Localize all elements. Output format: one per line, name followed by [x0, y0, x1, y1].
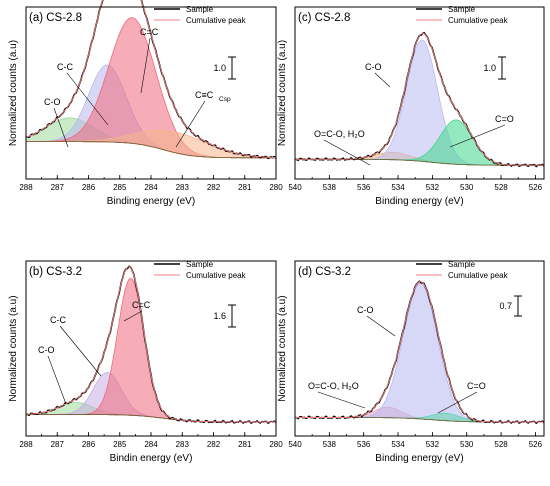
x-tick-label-b: 283 — [176, 440, 190, 449]
scale-bar-label-a: 1.0 — [213, 63, 226, 73]
annotation-pointer — [437, 391, 478, 414]
x-tick-label-c: 534 — [391, 183, 405, 192]
annotation-a-3: C≡C — [195, 90, 214, 100]
annotation-pointer — [317, 391, 366, 409]
annotation-pointer — [66, 72, 109, 126]
annotation-pointer — [323, 139, 371, 166]
cumulative-line-a — [25, 0, 276, 158]
x-tick-label-c: 536 — [357, 183, 371, 192]
x-tick-label-a: 284 — [144, 183, 158, 192]
annotation-a-0: C-O — [44, 97, 61, 107]
peak-b-2 — [26, 277, 276, 423]
legend-cumulative-label: Cumulative peak — [448, 271, 509, 280]
scale-bar-label-b: 1.6 — [213, 311, 226, 321]
x-tick-label-d: 528 — [494, 440, 508, 449]
x-tick-label-d: 536 — [357, 440, 371, 449]
x-tick-label-b: 284 — [144, 440, 158, 449]
annotation-pointer — [123, 310, 143, 322]
x-tick-label-a: 287 — [51, 183, 65, 192]
annotation-c-0: C-O — [365, 62, 382, 72]
background-line-a — [26, 141, 276, 159]
x-tick-label-c: 526 — [529, 183, 543, 192]
x-axis-label-b: Bindin energy (eV) — [110, 453, 193, 464]
x-tick-label-c: 530 — [460, 183, 474, 192]
x-tick-label-d: 540 — [288, 440, 302, 449]
legend-cumulative-label: Cumulative peak — [448, 16, 509, 25]
cumulative-line-c — [295, 32, 544, 166]
x-tick-label-c: 528 — [494, 183, 508, 192]
x-tick-label-b: 287 — [51, 440, 65, 449]
x-tick-label-b: 288 — [19, 440, 33, 449]
annotation-b-1: C-C — [50, 315, 66, 325]
scale-bar-label-c: 1.0 — [483, 63, 496, 73]
x-tick-label-a: 286 — [82, 183, 96, 192]
x-tick-label-a: 281 — [238, 183, 252, 192]
x-tick-label-c: 538 — [323, 183, 337, 192]
annotation-a-1: C-C — [57, 62, 73, 72]
annotation-pointer — [47, 355, 67, 405]
x-tick-label-c: 532 — [426, 183, 440, 192]
panel-title-d: (d) CS-3.2 — [298, 266, 351, 278]
x-tick-label-b: 280 — [269, 440, 283, 449]
panel-a: 288 287 286 285 284 283 282 281 280 Binding energ… — [8, 0, 283, 207]
annotation-d-0: C-O — [357, 305, 374, 315]
annotation-c-1: O=C-O, H₂O — [314, 129, 365, 139]
y-axis-label-c: Normalized counts (a.u) — [277, 40, 288, 146]
x-tick-label-b: 281 — [238, 440, 252, 449]
cumulative-line-b — [25, 265, 276, 423]
annotation-d-2: C=O — [467, 381, 486, 391]
annotation-c-2: C=O — [495, 114, 514, 124]
panel-c: 540 538 536 534 532 530 528 526 Binding energy (… — [277, 5, 545, 207]
annotation-b-0: C-O — [38, 345, 55, 355]
annotation-pointer — [59, 325, 102, 377]
x-tick-label-d: 532 — [426, 440, 440, 449]
annotation-pointer — [374, 72, 391, 88]
legend-cumulative-label: Cumulative peak — [186, 16, 247, 25]
legend-sample-label: Sample — [186, 260, 214, 269]
x-tick-label-a: 280 — [269, 183, 283, 192]
panel-b: 288 287 286 285 284 283 282 281 280 Bindin energy… — [8, 260, 283, 464]
legend-cumulative-label: Cumulative peak — [186, 271, 247, 280]
annotation-d-1: O=C-O, H₂O — [308, 381, 359, 391]
annotation-b-2: C=C — [132, 300, 151, 310]
panel-title-a: (a) CS-2.8 — [29, 12, 82, 24]
x-axis-label-a: Binding energy (eV) — [107, 196, 195, 207]
x-tick-label-a: 282 — [207, 183, 221, 192]
plot-frame-d — [294, 260, 545, 437]
annotation-pointer — [175, 100, 206, 148]
legend-sample-label: Sample — [448, 260, 476, 269]
peak-c-1 — [295, 39, 544, 166]
legend-sample-label: Sample — [186, 5, 214, 14]
annotation-pointer — [366, 315, 396, 337]
annotation-pointer — [449, 124, 506, 148]
legend-sample-label: Sample — [448, 5, 476, 14]
x-tick-label-d: 538 — [323, 440, 337, 449]
annotation-pointer — [140, 37, 151, 94]
x-tick-label-d: 534 — [391, 440, 405, 449]
x-tick-label-b: 282 — [207, 440, 221, 449]
x-tick-label-a: 288 — [19, 183, 33, 192]
x-tick-label-b: 286 — [82, 440, 96, 449]
scale-bar-label-d: 0.7 — [499, 301, 512, 311]
x-axis-label-c: Binding energy (eV) — [375, 196, 463, 207]
x-tick-label-d: 530 — [460, 440, 474, 449]
x-tick-label-b: 285 — [113, 440, 127, 449]
x-tick-label-c: 540 — [288, 183, 302, 192]
annotation-subscript: Csp — [219, 96, 231, 103]
y-axis-label-b: Normalized counts (a.u) — [8, 295, 19, 401]
y-axis-label-d: Normalized counts (a.u) — [277, 295, 288, 401]
x-axis-label-d: Binding energy (eV) — [375, 453, 463, 464]
panel-title-c: (c) CS-2.8 — [298, 12, 350, 24]
annotation-a-2: C=C — [140, 27, 159, 37]
panel-d: 540 538 536 534 532 530 528 526 Binding energy (… — [277, 260, 545, 464]
y-axis-label-a: Normalized counts (a.u) — [8, 40, 19, 146]
annotation-pointer — [53, 107, 69, 148]
panel-title-b: (b) CS-3.2 — [29, 266, 82, 278]
cumulative-line-d — [295, 281, 544, 423]
plot-frame-c — [294, 6, 545, 180]
x-tick-label-d: 526 — [529, 440, 543, 449]
x-tick-label-a: 283 — [176, 183, 190, 192]
x-tick-label-a: 285 — [113, 183, 127, 192]
